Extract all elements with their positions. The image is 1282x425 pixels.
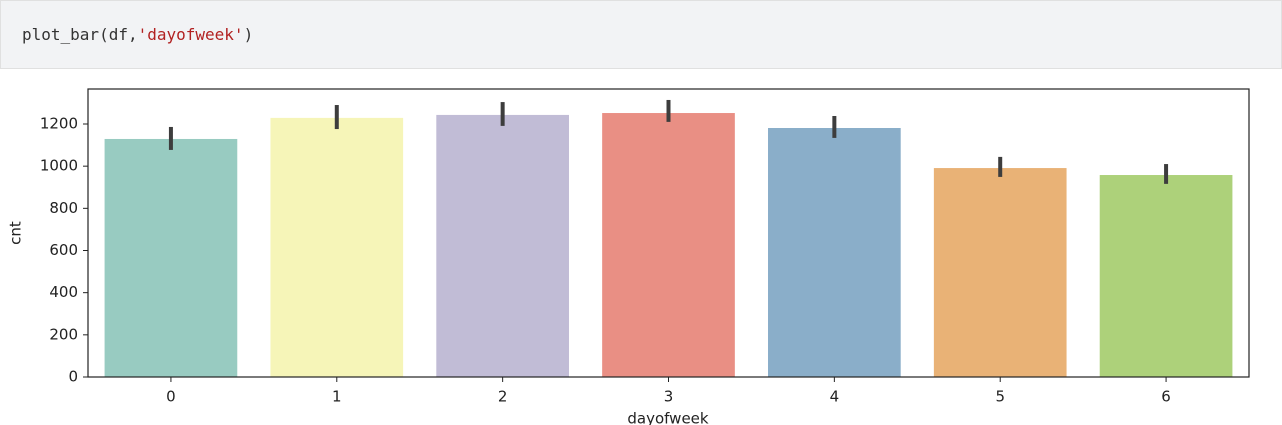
x-tick-label: 4 <box>830 388 840 406</box>
code-token: ) <box>243 25 254 44</box>
y-tick-label: 400 <box>49 283 78 301</box>
x-tick-label: 3 <box>664 388 674 406</box>
code-token: plot_bar(df, <box>22 25 138 44</box>
y-tick-label: 600 <box>49 241 78 259</box>
bar <box>1099 175 1233 377</box>
code: plot_bar(df,'dayofweek') <box>22 25 253 44</box>
y-tick-label: 1200 <box>40 114 78 132</box>
x-tick-label: 0 <box>166 388 176 406</box>
x-tick-label: 6 <box>1161 388 1171 406</box>
bar <box>436 114 569 377</box>
y-tick-label: 1000 <box>40 157 78 175</box>
x-axis-label: dayofweek <box>627 410 709 425</box>
bar <box>768 128 901 377</box>
bar <box>104 138 238 377</box>
plot-frame <box>87 88 1250 378</box>
chart: dayofweek cnt 0 200 400 600 800 1000 1200 0 1 2 3 4… <box>7 88 1250 425</box>
bar <box>602 113 735 377</box>
y-tick-label: 0 <box>68 368 78 386</box>
y-tick-label: 800 <box>49 199 78 217</box>
bar <box>270 117 404 377</box>
x-tick-label: 5 <box>995 388 1005 406</box>
x-tick-label: 1 <box>332 388 342 406</box>
y-tick-label: 200 <box>49 325 78 343</box>
bar <box>933 168 1067 377</box>
x-tick-label: 2 <box>498 388 508 406</box>
code-cell[interactable]: plot_bar(df,'dayofweek') <box>0 0 1282 69</box>
y-axis-label: cnt <box>7 221 25 245</box>
code-string: 'dayofweek' <box>137 25 244 44</box>
